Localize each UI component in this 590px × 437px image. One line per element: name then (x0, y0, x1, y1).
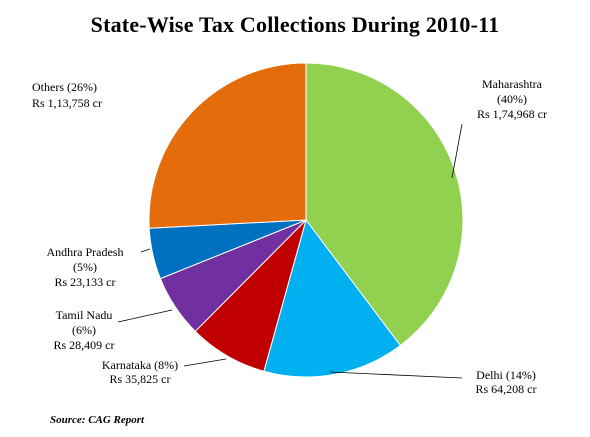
data-label-line: Rs 35,825 cr (110, 372, 171, 386)
data-label-tamil-nadu: Tamil Nadu (6%) Rs 28,409 cr (54, 308, 115, 352)
leader-line-maharashtra (451, 123, 463, 179)
data-label-line: Rs 1,13,758 cr (32, 96, 102, 110)
leader-line-andhra-pradesh (140, 248, 151, 253)
data-label-line: (6%) (72, 323, 96, 337)
data-label-others: Others (26%) Rs 1,13,758 cr (32, 80, 102, 110)
data-label-line: Delhi (14%) (476, 368, 536, 382)
data-label-line: Rs 64,208 cr (476, 382, 537, 396)
data-label-line: Andhra Pradesh (47, 245, 124, 259)
slice-delhi (263, 218, 402, 378)
data-label-line: Tamil Nadu (56, 308, 113, 322)
slice-others (148, 62, 307, 229)
slice-maharashtra (305, 62, 464, 347)
leader-line-karnataka (183, 358, 227, 367)
leader-line-delhi (329, 371, 463, 379)
data-label-line: Rs 23,133 cr (55, 275, 116, 289)
data-label-andhra-pradesh: Andhra Pradesh (5%) Rs 23,133 cr (47, 245, 124, 289)
data-label-karnataka: Karnataka (8%) Rs 35,825 cr (102, 358, 178, 386)
chart-title: State-Wise Tax Collections During 2010-1… (90, 12, 500, 37)
data-label-line: (40%) (497, 92, 527, 106)
data-label-line: Others (26%) (32, 80, 97, 94)
leader-line-tamil-nadu (117, 309, 173, 323)
data-label-line: Rs 28,409 cr (54, 338, 115, 352)
data-label-line: Rs 1,74,968 cr (477, 107, 547, 121)
data-label-line: Karnataka (8%) (102, 358, 178, 372)
data-label-line: (5%) (73, 260, 97, 274)
data-label-maharashtra: Maharashtra (40%) Rs 1,74,968 cr (477, 77, 547, 121)
data-label-line: Maharashtra (482, 77, 543, 91)
data-label-delhi: Delhi (14%) Rs 64,208 cr (476, 368, 537, 396)
source-note: Source: CAG Report (50, 414, 145, 426)
